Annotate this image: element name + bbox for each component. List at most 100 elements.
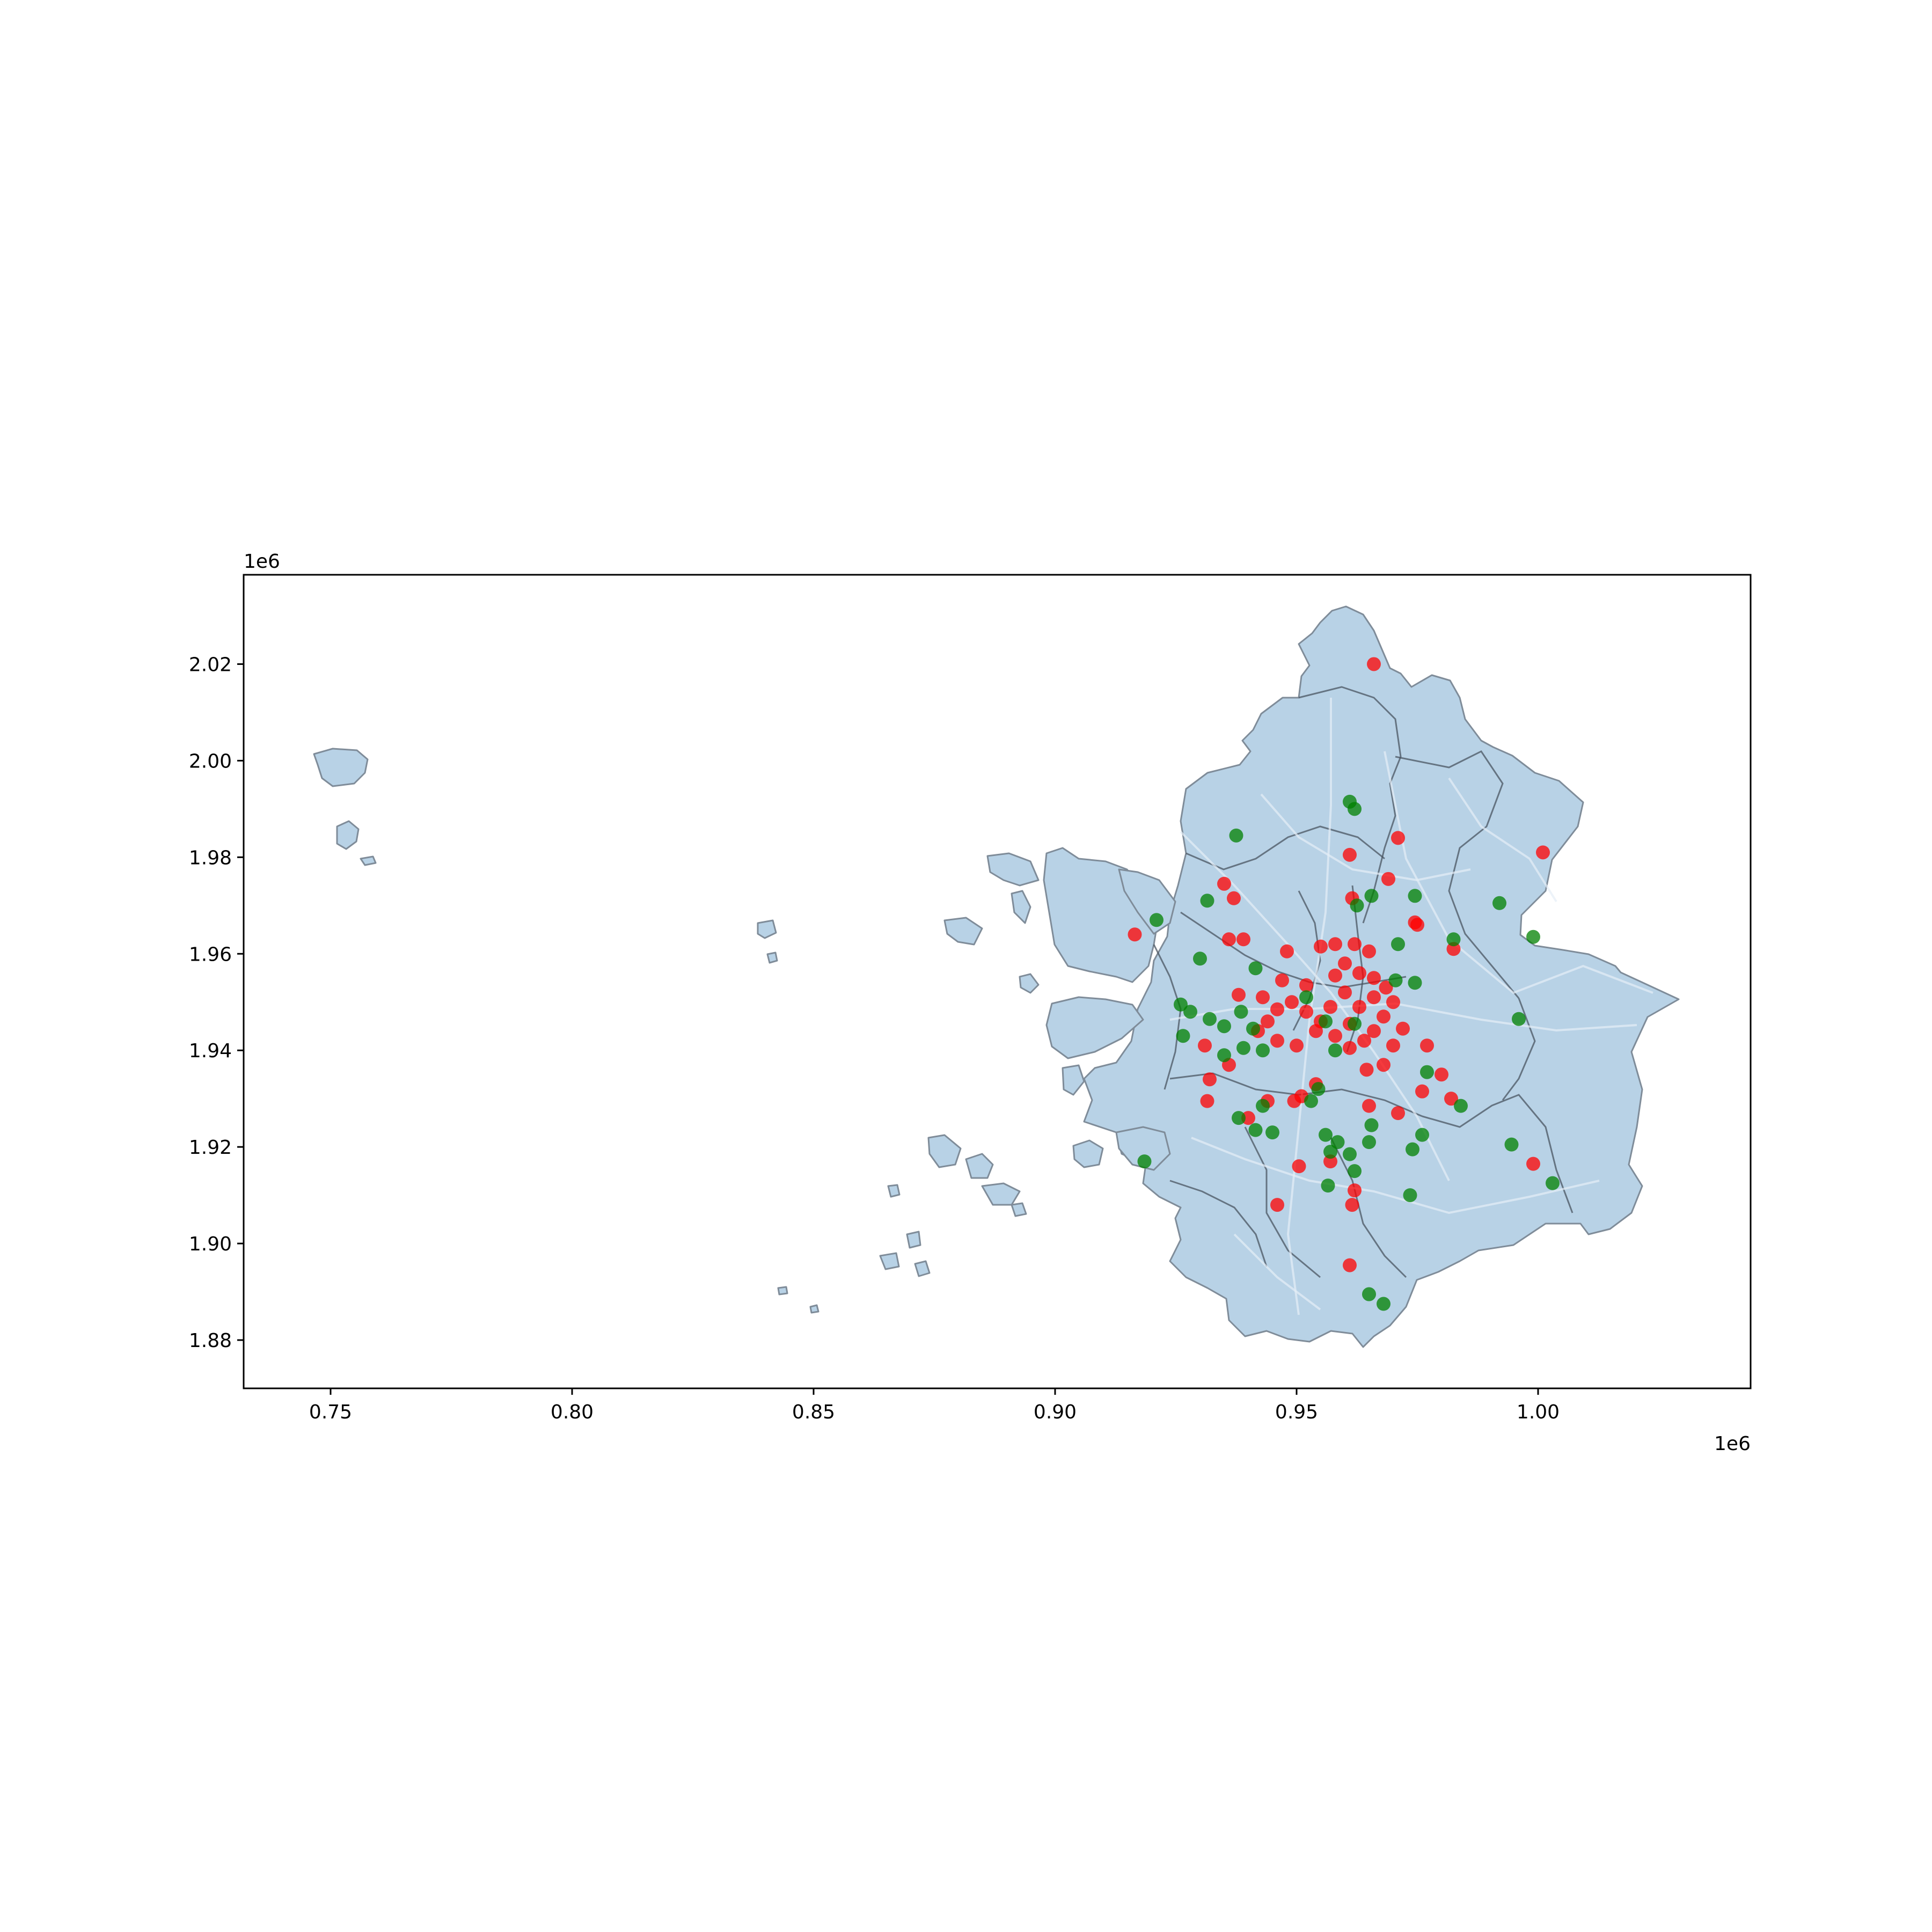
y-offset-label: 1e6 — [244, 551, 280, 573]
road-8 — [1233, 1233, 1321, 1311]
green-data-point — [1193, 952, 1207, 966]
island-cluster-1 — [986, 852, 1040, 887]
x-offset-label: 1e6 — [1714, 1433, 1751, 1455]
x-tick-label: 0.75 — [309, 1401, 352, 1423]
island-southwest-6 — [914, 1260, 931, 1277]
red-data-point — [1314, 939, 1328, 954]
red-data-point — [1526, 1157, 1540, 1171]
island-mid-2 — [766, 952, 778, 964]
red-data-point — [1299, 1005, 1313, 1019]
green-data-point — [1319, 1014, 1333, 1029]
island-southwest-7 — [1011, 1202, 1027, 1217]
green-data-point — [1454, 1099, 1468, 1113]
green-data-point — [1200, 894, 1214, 908]
green-data-point — [1343, 1147, 1357, 1161]
western-island-small-1 — [1062, 1064, 1085, 1096]
red-data-point — [1415, 1084, 1429, 1099]
green-data-point — [1265, 1125, 1279, 1140]
island-far-west-5 — [809, 1304, 819, 1314]
green-data-point — [1446, 932, 1461, 947]
red-data-point — [1285, 995, 1299, 1009]
green-data-point — [1546, 1176, 1560, 1190]
district-line-northwest — [1185, 825, 1385, 870]
road-5 — [1191, 1137, 1600, 1214]
red-data-point — [1386, 1038, 1400, 1053]
green-data-point — [1321, 1179, 1335, 1193]
red-data-point — [1270, 1198, 1284, 1212]
red-data-point — [1299, 978, 1313, 992]
x-tick-label: 0.90 — [1034, 1401, 1077, 1423]
green-data-point — [1236, 1041, 1250, 1055]
green-data-point — [1150, 913, 1163, 927]
road-7 — [1448, 777, 1557, 903]
green-data-point — [1364, 1118, 1379, 1132]
red-point-series — [1128, 657, 1550, 1272]
green-data-point — [1364, 889, 1379, 903]
red-data-point — [1232, 987, 1246, 1002]
red-data-point — [1222, 932, 1236, 947]
red-data-point — [1357, 1034, 1371, 1048]
green-data-point — [1229, 828, 1243, 843]
island-southwest-3 — [981, 1182, 1021, 1206]
island-cluster-2 — [1011, 890, 1031, 924]
x-axis: 0.75 0.80 0.85 0.90 0.95 1.00 — [309, 1388, 1560, 1423]
green-data-point — [1311, 1082, 1326, 1096]
red-data-point — [1270, 1002, 1284, 1016]
green-data-point — [1512, 1012, 1526, 1026]
red-data-point — [1198, 1038, 1212, 1053]
red-data-point — [1256, 990, 1270, 1005]
island-far-west-2 — [336, 820, 360, 850]
y-tick-label: 1.92 — [189, 1137, 232, 1159]
green-data-point — [1526, 930, 1540, 944]
western-island-large — [1045, 996, 1144, 1059]
red-data-point — [1348, 1183, 1362, 1198]
red-data-point — [1203, 1072, 1217, 1087]
red-data-point — [1261, 1014, 1275, 1029]
y-tick-label: 1.90 — [189, 1233, 232, 1255]
red-data-point — [1408, 915, 1422, 930]
green-data-point — [1348, 1164, 1362, 1179]
district-line-north — [1298, 686, 1402, 924]
district-line-south-2 — [1244, 1126, 1321, 1278]
district-line-east — [1395, 750, 1520, 999]
green-data-point — [1234, 1005, 1248, 1019]
island-far-west-1 — [313, 748, 369, 787]
red-data-point — [1323, 1154, 1337, 1169]
x-tick-label: 0.95 — [1275, 1401, 1318, 1423]
red-data-point — [1377, 1058, 1391, 1072]
green-point-series — [1137, 794, 1560, 1311]
x-tick-label: 0.85 — [792, 1401, 835, 1423]
green-data-point — [1183, 1005, 1197, 1019]
y-axis: 1.88 1.90 1.92 1.94 1.96 1.98 2.00 2.02 — [189, 654, 244, 1352]
green-data-point — [1137, 1154, 1152, 1169]
y-tick-label: 2.02 — [189, 654, 232, 676]
green-data-point — [1246, 1021, 1260, 1036]
district-line-east-2 — [1502, 998, 1536, 1101]
green-data-point — [1348, 1016, 1362, 1031]
red-data-point — [1343, 847, 1357, 862]
island-far-west-4 — [777, 1286, 788, 1296]
green-data-point — [1391, 937, 1405, 952]
red-data-point — [1352, 1000, 1366, 1014]
red-data-point — [1270, 1034, 1284, 1048]
y-tick-label: 1.88 — [189, 1330, 232, 1352]
island-mid-1 — [757, 919, 777, 939]
red-data-point — [1338, 956, 1352, 971]
red-data-point — [1367, 990, 1381, 1005]
plot-area — [313, 605, 1680, 1348]
y-tick-label: 1.94 — [189, 1040, 232, 1062]
green-data-point — [1330, 1135, 1345, 1150]
island-southwest-5 — [879, 1252, 900, 1270]
island-southwest-4 — [906, 1231, 921, 1249]
red-data-point — [1290, 1038, 1304, 1053]
green-data-point — [1256, 1099, 1270, 1113]
red-data-point — [1435, 1067, 1448, 1082]
road-1 — [1180, 831, 1450, 1181]
green-data-point — [1328, 1043, 1342, 1058]
y-tick-label: 2.00 — [189, 750, 232, 772]
red-data-point — [1359, 1063, 1374, 1077]
green-data-point — [1362, 1135, 1376, 1150]
red-data-point — [1446, 942, 1461, 956]
district-line-river — [1180, 911, 1407, 989]
